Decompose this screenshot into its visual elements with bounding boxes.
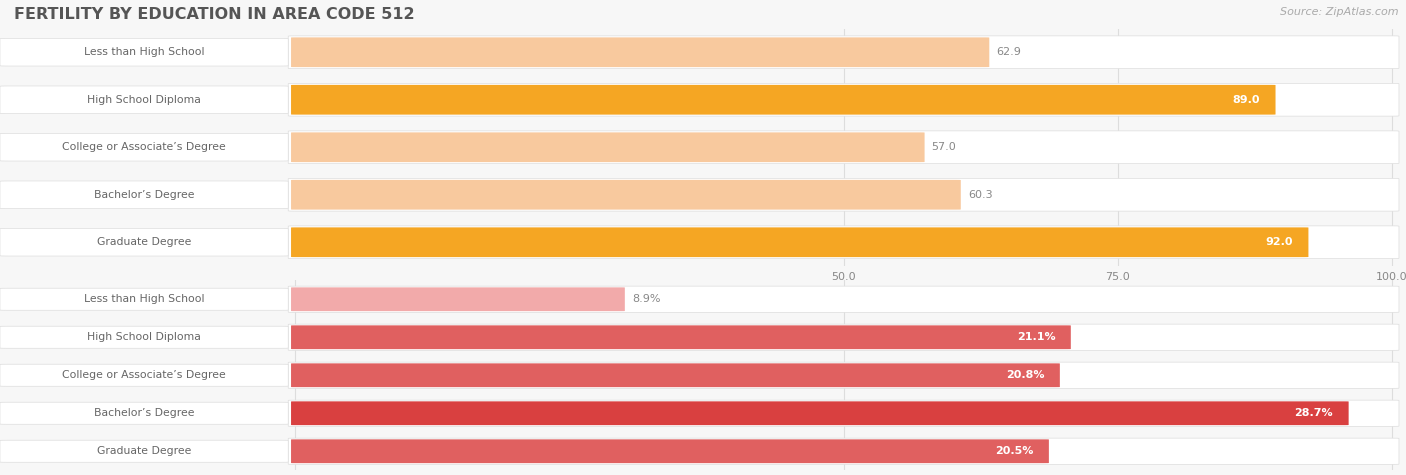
FancyBboxPatch shape (291, 228, 1309, 257)
FancyBboxPatch shape (288, 36, 1399, 68)
Text: 20.8%: 20.8% (1005, 370, 1045, 380)
Text: High School Diploma: High School Diploma (87, 332, 201, 342)
Text: Source: ZipAtlas.com: Source: ZipAtlas.com (1281, 7, 1399, 17)
Text: 62.9: 62.9 (997, 47, 1021, 57)
FancyBboxPatch shape (0, 38, 288, 66)
Text: Bachelor’s Degree: Bachelor’s Degree (94, 190, 194, 200)
Text: 92.0: 92.0 (1265, 237, 1294, 247)
FancyBboxPatch shape (291, 287, 624, 311)
Text: 20.5%: 20.5% (995, 446, 1033, 456)
Text: Bachelor’s Degree: Bachelor’s Degree (94, 408, 194, 418)
FancyBboxPatch shape (288, 324, 1399, 351)
Text: Graduate Degree: Graduate Degree (97, 237, 191, 247)
Text: College or Associate’s Degree: College or Associate’s Degree (62, 370, 226, 380)
FancyBboxPatch shape (288, 438, 1399, 465)
FancyBboxPatch shape (291, 180, 960, 209)
Text: 28.7%: 28.7% (1295, 408, 1333, 418)
FancyBboxPatch shape (288, 286, 1399, 313)
FancyBboxPatch shape (288, 400, 1399, 427)
Text: Less than High School: Less than High School (84, 47, 204, 57)
Text: College or Associate’s Degree: College or Associate’s Degree (62, 142, 226, 152)
FancyBboxPatch shape (288, 83, 1399, 116)
Text: Less than High School: Less than High School (84, 294, 204, 304)
FancyBboxPatch shape (0, 288, 288, 310)
FancyBboxPatch shape (0, 133, 288, 161)
FancyBboxPatch shape (0, 86, 288, 114)
FancyBboxPatch shape (288, 131, 1399, 163)
FancyBboxPatch shape (0, 364, 288, 386)
Text: 60.3: 60.3 (967, 190, 993, 200)
FancyBboxPatch shape (288, 179, 1399, 211)
FancyBboxPatch shape (291, 85, 1275, 114)
FancyBboxPatch shape (291, 38, 990, 67)
FancyBboxPatch shape (0, 228, 288, 256)
FancyBboxPatch shape (0, 402, 288, 424)
Text: 21.1%: 21.1% (1017, 332, 1056, 342)
Text: High School Diploma: High School Diploma (87, 95, 201, 105)
FancyBboxPatch shape (291, 401, 1348, 425)
FancyBboxPatch shape (291, 439, 1049, 463)
FancyBboxPatch shape (0, 440, 288, 462)
Text: 57.0: 57.0 (932, 142, 956, 152)
Text: Graduate Degree: Graduate Degree (97, 446, 191, 456)
FancyBboxPatch shape (291, 363, 1060, 387)
FancyBboxPatch shape (0, 326, 288, 348)
FancyBboxPatch shape (288, 226, 1399, 258)
Text: FERTILITY BY EDUCATION IN AREA CODE 512: FERTILITY BY EDUCATION IN AREA CODE 512 (14, 7, 415, 22)
Text: 89.0: 89.0 (1233, 95, 1260, 105)
FancyBboxPatch shape (291, 325, 1071, 349)
FancyBboxPatch shape (288, 362, 1399, 389)
Text: 8.9%: 8.9% (631, 294, 661, 304)
FancyBboxPatch shape (0, 181, 288, 209)
FancyBboxPatch shape (291, 133, 925, 162)
